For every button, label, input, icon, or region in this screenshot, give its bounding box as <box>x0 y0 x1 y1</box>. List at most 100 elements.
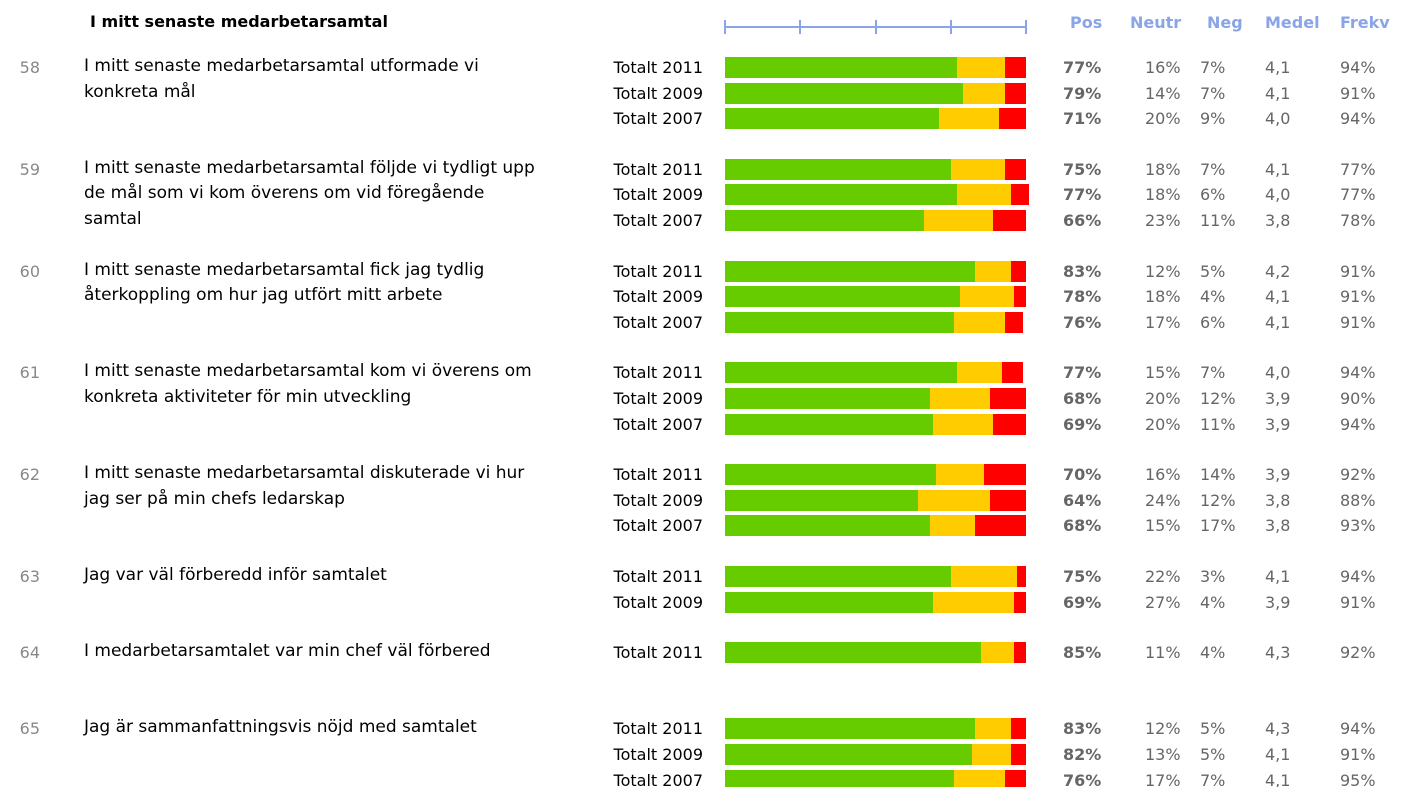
question-number: 64 <box>19 643 40 663</box>
row-label: Totalt 2011 <box>613 567 703 586</box>
value-label: 11% <box>1145 643 1181 663</box>
row-label: Totalt 2009 <box>613 83 703 103</box>
tick-mark <box>799 20 802 34</box>
value-label: 4,0 <box>1265 109 1291 129</box>
row-label: Totalt 2011 <box>613 363 703 383</box>
value-label: 94% <box>1340 719 1376 739</box>
value-label: 90% <box>1340 389 1376 408</box>
value-label: 13% <box>1145 745 1181 764</box>
value-label: 91% <box>1340 312 1376 332</box>
value-label: 82% <box>1063 745 1102 764</box>
value-label: 76% <box>1063 312 1102 332</box>
value-label: 91% <box>1340 261 1376 281</box>
value-label: 3,9 <box>1265 465 1291 485</box>
axis-tick-label: 100% <box>1005 0 1048 4</box>
value-label: 7% <box>1200 83 1226 103</box>
value-label: 4,1 <box>1265 159 1291 179</box>
question-text: I medarbetarsamtalet var min chef väl fö… <box>84 641 491 662</box>
bar-segment <box>932 591 1014 613</box>
bar-segment <box>989 489 1026 511</box>
row-label: Totalt 2007 <box>613 414 703 434</box>
value-label: 16% <box>1145 465 1181 485</box>
tick-mark <box>874 20 877 34</box>
value-label: 70% <box>1063 465 1102 485</box>
column-header: Neutr <box>1130 13 1182 32</box>
value-label: 71% <box>1063 109 1102 129</box>
value-label: 68% <box>1063 389 1102 408</box>
value-label: 15% <box>1145 363 1181 383</box>
value-label: 78% <box>1340 211 1376 230</box>
axis-tick-label: 50% <box>859 0 892 4</box>
bar-segment <box>725 591 933 613</box>
value-label: 3,8 <box>1265 490 1291 510</box>
value-label: 15% <box>1145 516 1181 536</box>
value-label: 16% <box>1145 58 1181 77</box>
bar-segment <box>1001 362 1023 384</box>
value-label: 77% <box>1340 185 1376 205</box>
value-label: 69% <box>1063 414 1102 434</box>
bar-segment <box>938 108 999 130</box>
bar-segment <box>725 210 924 231</box>
value-label: 77% <box>1063 185 1102 205</box>
bar-segment <box>1004 82 1026 104</box>
title: I mitt senaste medarbetarsamtal <box>90 12 388 31</box>
value-label: 7% <box>1200 363 1226 383</box>
bar-segment <box>725 642 981 664</box>
bar-segment <box>953 769 1005 787</box>
bar-segment <box>971 744 1011 765</box>
bar-segment <box>929 388 990 409</box>
column-header: Medel <box>1265 13 1320 32</box>
value-label: 14% <box>1200 465 1236 485</box>
question-text: I mitt senaste medarbetarsamtal följde v… <box>84 157 535 229</box>
value-label: 77% <box>1063 363 1102 383</box>
bar-segment <box>725 82 963 104</box>
value-label: 3,9 <box>1265 592 1291 612</box>
question-text: I mitt senaste medarbetarsamtal utformad… <box>84 56 479 102</box>
row-label: Totalt 2007 <box>613 211 703 230</box>
question-text: Jag var väl förberedd inför samtalet <box>84 565 387 585</box>
bar-segment <box>725 311 954 333</box>
value-label: 4,3 <box>1265 719 1291 739</box>
value-label: 64% <box>1063 490 1102 510</box>
value-label: 20% <box>1145 389 1181 408</box>
value-label: 4,1 <box>1265 287 1291 307</box>
value-label: 68% <box>1063 516 1102 536</box>
question-number: 60 <box>19 261 40 281</box>
bar-segment <box>917 489 990 511</box>
bar-segment <box>725 769 954 787</box>
value-label: 14% <box>1145 83 1181 103</box>
value-label: 93% <box>1340 516 1376 536</box>
value-label: 94% <box>1340 414 1376 434</box>
value-label: 94% <box>1340 58 1376 77</box>
row-label: Totalt 2009 <box>613 592 703 612</box>
row-label: Totalt 2007 <box>613 516 703 536</box>
bar-segment <box>992 210 1026 231</box>
value-label: 12% <box>1145 261 1181 281</box>
bar-segment <box>1013 286 1026 308</box>
row-label: Totalt 2011 <box>613 719 703 739</box>
bar-segment <box>929 515 975 537</box>
value-label: 7% <box>1200 159 1226 179</box>
bar-segment <box>1004 769 1026 787</box>
bar-segment <box>980 642 1014 664</box>
bar-segment <box>725 566 951 587</box>
bar-segment <box>956 57 1005 78</box>
value-label: 4,1 <box>1265 83 1291 103</box>
question-text: I mitt senaste medarbetarsamtal diskuter… <box>84 463 525 509</box>
question-text: I mitt senaste medarbetarsamtal kom vi ö… <box>84 361 532 407</box>
value-label: 22% <box>1145 567 1181 586</box>
value-label: 76% <box>1063 770 1102 787</box>
bar-segment <box>725 718 975 740</box>
row-label: Totalt 2007 <box>613 109 703 129</box>
value-label: 4,1 <box>1265 58 1291 77</box>
value-label: 7% <box>1200 770 1226 787</box>
value-label: 27% <box>1145 592 1181 612</box>
value-label: 18% <box>1145 185 1181 205</box>
value-label: 5% <box>1200 261 1226 281</box>
value-label: 4% <box>1200 643 1226 663</box>
value-label: 3% <box>1200 567 1226 586</box>
value-label: 83% <box>1063 261 1102 281</box>
value-label: 20% <box>1145 109 1181 129</box>
bar-segment <box>1004 57 1026 78</box>
